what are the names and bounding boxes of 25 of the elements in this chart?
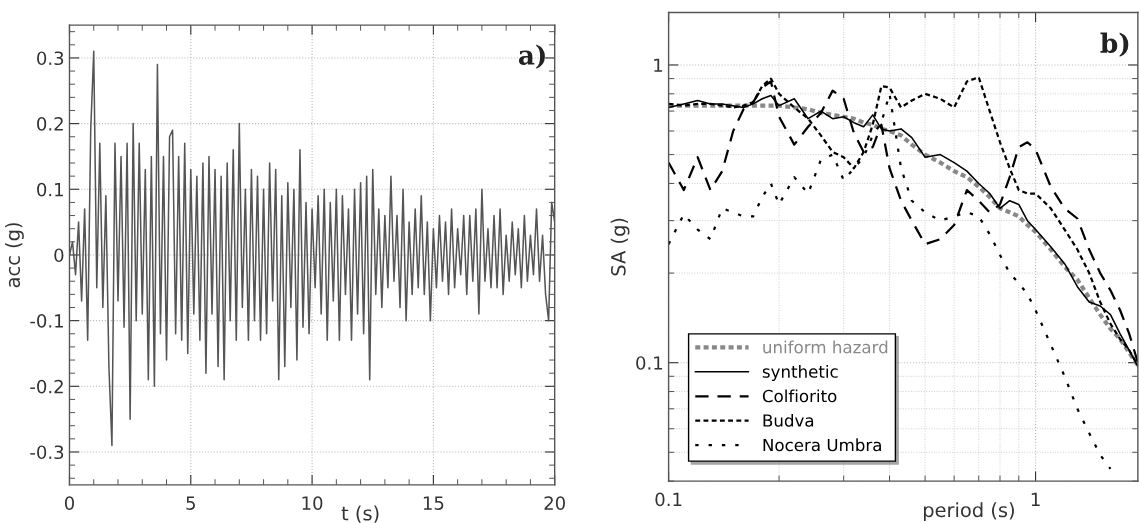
y-tick-label: -0.3 (30, 445, 64, 460)
annotation: a) (518, 44, 545, 69)
y-tick-label: 0.1 (37, 182, 63, 197)
x-tick-label: 1 (1031, 492, 1040, 506)
x-tick-label: 0 (64, 496, 75, 510)
x-tick-label: 0.1 (655, 492, 682, 507)
y-axis-title: acc (g) (5, 223, 24, 288)
x-axis-title: period (s) (923, 502, 1014, 522)
y-axis-title: SA (g) (610, 218, 630, 276)
x-tick-label: 10 (302, 496, 323, 510)
y-tick-label: 0 (54, 248, 64, 263)
legend-label: uniform hazard (763, 340, 888, 354)
x-tick-label: 15 (423, 496, 444, 510)
legend-label: Nocera Umbra (763, 438, 881, 452)
x-tick-label: 5 (186, 496, 195, 510)
legend-label: Budva (763, 413, 814, 427)
y-tick-label: -0.2 (30, 379, 63, 394)
y-tick-label: 0.2 (37, 117, 63, 131)
x-tick-label: 20 (544, 496, 565, 510)
annotation: b) (1100, 32, 1129, 57)
legend-label: synthetic (762, 364, 838, 382)
y-tick-label: 0.3 (37, 51, 64, 66)
y-tick-label: -0.1 (30, 314, 63, 328)
x-axis-title: t (s) (341, 505, 379, 523)
legend-label: Colfiorito (762, 389, 837, 403)
